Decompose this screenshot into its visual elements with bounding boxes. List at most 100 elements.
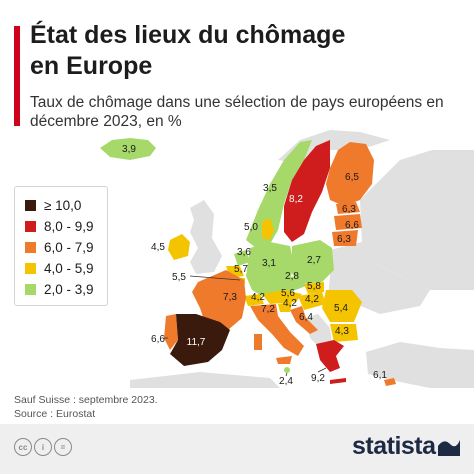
license-icons: cc i = (14, 438, 72, 456)
country-norway (246, 140, 312, 248)
title-line-2: en Europe (30, 52, 153, 80)
country-slovakia (304, 282, 324, 294)
country-sicily (276, 356, 292, 364)
legend-item-10-plus: ≥ 10,0 (25, 197, 81, 213)
label-netherlands: 3,6 (237, 247, 251, 258)
chart-title: État des lieux du chômage en Europe (30, 20, 460, 82)
creative-commons-icon[interactable]: cc (14, 438, 32, 456)
no-derivatives-icon[interactable]: = (54, 438, 72, 456)
country-ireland (168, 234, 190, 260)
label-cyprus: 6,1 (373, 370, 387, 381)
country-france (192, 270, 246, 330)
label-belgium: 5,7 (234, 264, 248, 275)
country-switzerland (244, 294, 264, 306)
land-balkans-west (306, 314, 332, 350)
label-bulgaria: 4,3 (335, 326, 349, 337)
label-lithuania: 6,3 (337, 234, 351, 245)
label-iceland: 3,9 (122, 144, 136, 155)
map-legend: ≥ 10,0 8,0 - 9,9 6,0 - 7,9 4,0 - 5,9 2,0… (14, 186, 108, 306)
label-luxembourg: 5,5 (172, 272, 186, 283)
country-austria (262, 290, 302, 304)
chart-subtitle: Taux de chômage dans une sélection de pa… (30, 94, 444, 130)
country-latvia (334, 214, 362, 230)
country-estonia (336, 202, 360, 214)
country-spain (170, 314, 230, 366)
legend-swatch (25, 262, 36, 274)
country-denmark (262, 218, 274, 240)
legend-label: 6,0 - 7,9 (44, 239, 94, 255)
legend-label: 8,0 - 9,9 (44, 218, 94, 234)
country-finland (326, 142, 374, 206)
statista-logo-text[interactable]: statista (352, 432, 436, 460)
attribution-icon[interactable]: i (34, 438, 52, 456)
label-hungary: 4,2 (305, 294, 319, 305)
label-germany: 3,1 (262, 258, 276, 269)
land-turkey (366, 342, 474, 388)
source-note: Source : Eurostat (14, 408, 96, 420)
label-spain: 11,7 (187, 337, 206, 348)
legend-item-8-9: 8,0 - 9,9 (25, 218, 94, 234)
title-accent-bar (14, 26, 20, 126)
label-france: 7,3 (223, 292, 237, 303)
legend-label: 2,0 - 3,9 (44, 281, 94, 297)
title-line-1: État des lieux du chômage (30, 21, 346, 49)
footer-bar (0, 424, 474, 474)
label-estonia: 6,3 (342, 204, 356, 215)
country-netherlands (234, 250, 250, 266)
country-croatia (290, 306, 318, 334)
legend-label: ≥ 10,0 (44, 197, 82, 213)
legend-swatch (25, 241, 36, 253)
label-finland: 6,5 (345, 172, 359, 183)
legend-item-2-3: 2,0 - 3,9 (25, 281, 94, 297)
legend-label: 4,0 - 5,9 (44, 260, 94, 276)
country-bulgaria (330, 324, 358, 342)
label-czechia: 2,8 (285, 271, 299, 282)
label-greece: 9,2 (311, 373, 325, 384)
statista-logo-icon[interactable] (436, 436, 462, 458)
country-lithuania (332, 230, 358, 246)
country-portugal (164, 314, 178, 350)
footnote: Sauf Suisse : septembre 2023. (14, 394, 158, 406)
legend-swatch (25, 220, 36, 232)
country-romania (322, 290, 362, 322)
leader-luxembourg (189, 275, 241, 281)
label-denmark: 5,0 (244, 222, 258, 233)
country-iceland (100, 138, 156, 160)
label-romania: 5,4 (334, 303, 348, 314)
country-cyprus (384, 378, 396, 386)
label-croatia: 6,4 (299, 312, 313, 323)
country-malta (284, 367, 290, 373)
legend-item-6-7: 6,0 - 7,9 (25, 239, 94, 255)
label-slovenia: 4,2 (283, 298, 297, 309)
country-greece (316, 340, 344, 372)
country-czechia (280, 276, 306, 292)
legend-swatch (25, 283, 36, 295)
legend-item-4-5: 4,0 - 5,9 (25, 260, 94, 276)
label-poland: 2,7 (307, 255, 321, 266)
country-sweden (284, 140, 330, 242)
land-russia-east (360, 150, 474, 290)
label-italy: 7,2 (261, 304, 275, 315)
label-malta: 2,4 (279, 376, 293, 387)
label-austria: 5,6 (281, 288, 295, 299)
leader-malta (285, 372, 288, 377)
legend-swatch (25, 199, 36, 211)
label-portugal: 6,6 (151, 334, 165, 345)
country-hungary (298, 292, 326, 310)
label-ireland: 4,5 (151, 242, 165, 253)
country-italy (250, 304, 304, 356)
label-norway: 3,5 (263, 183, 277, 194)
country-poland (292, 240, 334, 284)
label-sweden: 8,2 (289, 194, 303, 205)
country-slovenia (278, 302, 292, 312)
label-switzerland: 4,2 (251, 292, 265, 303)
land-north-africa (130, 372, 280, 388)
country-sardinia (254, 334, 262, 350)
label-slovakia: 5,8 (307, 281, 321, 292)
leader-greece (317, 367, 327, 373)
land-uk (190, 200, 222, 274)
country-crete (330, 378, 346, 384)
label-latvia: 6,6 (345, 220, 359, 231)
land-norway-north-grey (278, 130, 390, 164)
